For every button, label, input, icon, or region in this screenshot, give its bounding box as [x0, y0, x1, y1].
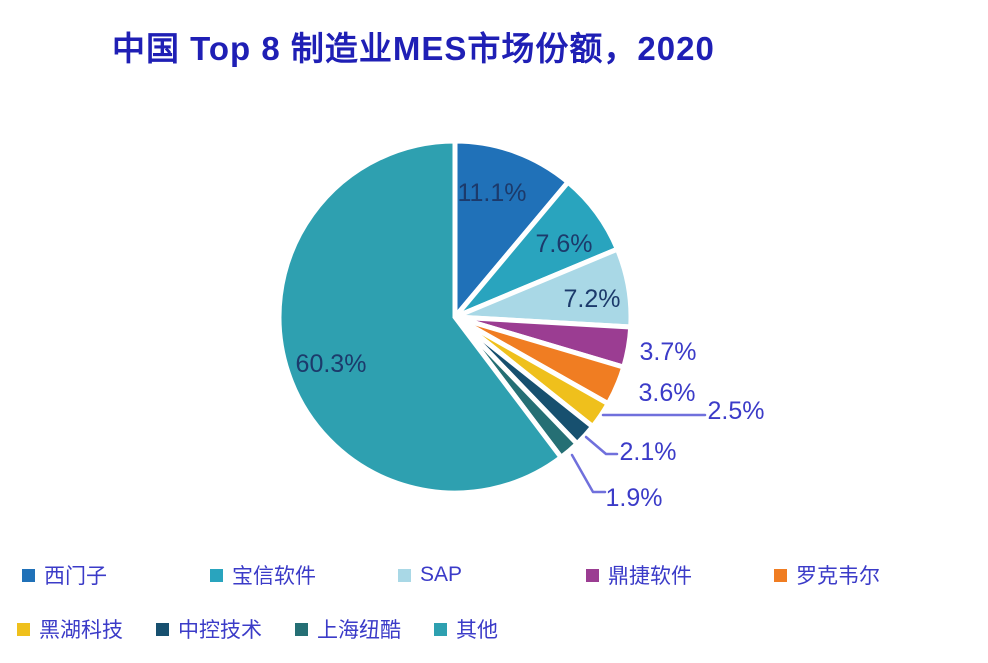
legend-label: 罗克韦尔	[796, 565, 880, 588]
legend-item: 上海纽酷	[295, 614, 434, 644]
legend: 西门子 宝信软件 SAP 鼎捷软件 罗克韦尔黑湖科技 中控技术 上海纽酷 其他	[0, 560, 988, 663]
legend-swatch-icon	[434, 622, 447, 636]
legend-swatch-icon	[22, 568, 35, 582]
chart-title: 中国 Top 8 制造业MES市场份额，2020	[112, 30, 715, 67]
legend-item: 西门子	[22, 560, 210, 590]
pie-slice	[276, 138, 565, 496]
legend-row: 西门子 宝信软件 SAP 鼎捷软件 罗克韦尔	[0, 560, 988, 590]
legend-label: 西门子	[44, 565, 107, 588]
slice-label: 2.5%	[708, 397, 765, 425]
slice-label: 7.2%	[564, 285, 621, 313]
slice-label: 2.1%	[620, 438, 677, 466]
legend-swatch-icon	[295, 622, 308, 636]
legend-swatch-icon	[17, 622, 30, 636]
slice-label: 11.1%	[457, 179, 526, 207]
pie-slice	[452, 138, 572, 324]
legend-item: 罗克韦尔	[774, 560, 962, 590]
legend-swatch-icon	[774, 568, 787, 582]
legend-item: 中控技术	[156, 614, 295, 644]
legend-row: 黑湖科技 中控技术 上海纽酷 其他	[0, 614, 988, 644]
legend-item: SAP	[398, 563, 586, 587]
legend-item: 鼎捷软件	[586, 560, 774, 590]
leader-line	[570, 453, 607, 494]
legend-label: 中控技术	[178, 619, 262, 642]
legend-swatch-icon	[398, 568, 411, 582]
legend-label: 宝信软件	[232, 565, 316, 588]
legend-label: SAP	[420, 563, 463, 586]
legend-label: 黑湖科技	[39, 619, 123, 642]
legend-swatch-icon	[586, 568, 599, 582]
legend-swatch-icon	[156, 622, 169, 636]
legend-item: 宝信软件	[210, 560, 398, 590]
slice-label: 3.7%	[640, 338, 697, 366]
slice-label: 7.6%	[536, 230, 593, 258]
legend-label: 其他	[456, 619, 498, 642]
legend-item: 其他	[434, 614, 573, 644]
legend-item: 黑湖科技	[17, 614, 156, 644]
slice-label: 1.9%	[606, 484, 663, 512]
legend-swatch-icon	[210, 568, 223, 582]
legend-label: 上海纽酷	[317, 619, 401, 642]
legend-label: 鼎捷软件	[608, 565, 692, 588]
slice-label: 3.6%	[639, 379, 696, 407]
leader-line	[584, 435, 619, 456]
slice-label: 60.3%	[296, 350, 367, 378]
